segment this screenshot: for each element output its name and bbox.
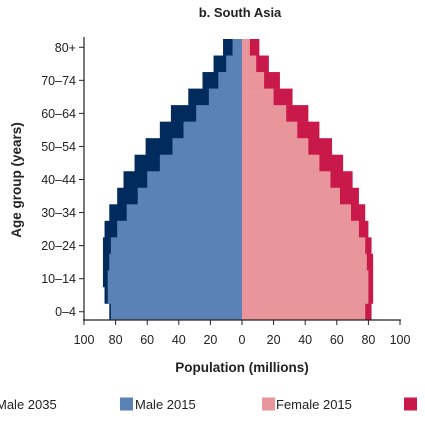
y-tick-labels: 0–4 10–14 20–24 30–34 40–44 50–54 60–64 70–74 80… (41, 41, 76, 319)
axes-group (79, 37, 401, 325)
legend: Male 2035 Male 2015 Female 2015 (0, 397, 417, 412)
legend-swatch-female-2015 (262, 397, 275, 411)
y-axis-title: Age group (years) (9, 122, 24, 238)
bar-female-2015-80 (242, 39, 250, 56)
bar-female-2015-40-44 (242, 171, 331, 189)
x-tick-label: 60 (330, 333, 344, 347)
bar-male-2015-15-19 (109, 253, 242, 271)
x-tick-label: 0 (239, 333, 246, 347)
bar-female-2015-65-69 (242, 88, 274, 106)
x-tick-label: 20 (267, 333, 281, 347)
bar-male-2015-45-49 (159, 154, 242, 172)
bar-male-2015-10-14 (107, 270, 242, 288)
bar-male-2015-65-69 (208, 88, 242, 106)
y-tick-label: 70–74 (41, 74, 76, 88)
x-tick-label: 20 (203, 333, 217, 347)
bar-male-2015-50-54 (172, 138, 242, 156)
y-tick-label: 30–34 (41, 206, 76, 220)
chart-title: b. South Asia (199, 5, 282, 20)
bar-male-2015-25-29 (117, 220, 242, 238)
bar-female-2015-15-19 (242, 253, 367, 271)
bar-male-2015-0-4 (110, 303, 242, 321)
y-tick-label: 60–64 (41, 107, 76, 121)
y-tick-label: 50–54 (41, 140, 76, 154)
x-tick-label: 80 (361, 333, 375, 347)
y-tick-label: 80+ (55, 41, 76, 55)
x-tick-label: 40 (172, 333, 186, 347)
x-tick-label: 40 (298, 333, 312, 347)
legend-label-male-2035: Male 2035 (0, 397, 57, 412)
bar-female-2015-45-49 (242, 154, 320, 172)
bar-male-2015-60-64 (196, 105, 242, 122)
bar-female-2015-0-4 (242, 303, 366, 321)
legend-swatch-female-2035 (404, 397, 417, 411)
bar-female-2015-25-29 (242, 220, 359, 238)
bar-male-2015-30-34 (126, 204, 242, 222)
bar-male-2015-55-59 (183, 121, 242, 139)
y-tick-label: 0–4 (55, 305, 76, 319)
x-tick-label: 100 (390, 333, 411, 347)
bar-female-2015-50-54 (242, 138, 309, 156)
legend-label-male-2015: Male 2015 (135, 397, 196, 412)
bar-female-2015-20-24 (242, 237, 366, 255)
bar-male-2015-35-39 (137, 187, 242, 205)
x-tick-labels: 100 80 60 40 20 0 20 40 60 80 100 (74, 333, 411, 347)
bar-female-2015-35-39 (242, 187, 340, 205)
legend-label-female-2015: Female 2015 (276, 397, 352, 412)
bar-female-2015-70-74 (242, 72, 265, 89)
y-tick-label: 20–24 (41, 239, 76, 253)
bar-female-2015-75-79 (242, 55, 257, 73)
bar-male-2015-40-44 (147, 171, 242, 189)
bar-female-2015-60-64 (242, 105, 287, 122)
x-tick-label: 100 (74, 333, 95, 347)
bar-male-2015-75-79 (226, 55, 242, 73)
bar-male-2015-70-74 (218, 72, 242, 89)
bar-male-2015-20-24 (110, 237, 242, 255)
bar-female-2015-5-9 (242, 286, 369, 304)
y-tick-label: 40–44 (41, 173, 76, 187)
y-tick-label: 10–14 (41, 272, 76, 286)
x-tick-label: 80 (109, 333, 123, 347)
x-axis-title: Population (millions) (175, 360, 309, 375)
bar-male-2015-80 (232, 39, 242, 56)
bar-male-2015-5-9 (107, 286, 242, 304)
bar-female-2015-10-14 (242, 270, 369, 288)
bar-female-2015-30-34 (242, 204, 352, 222)
legend-swatch-male-2015 (120, 397, 133, 411)
bar-female-2015-55-59 (242, 121, 298, 139)
bars-group (102, 39, 374, 321)
x-tick-label: 60 (140, 333, 154, 347)
